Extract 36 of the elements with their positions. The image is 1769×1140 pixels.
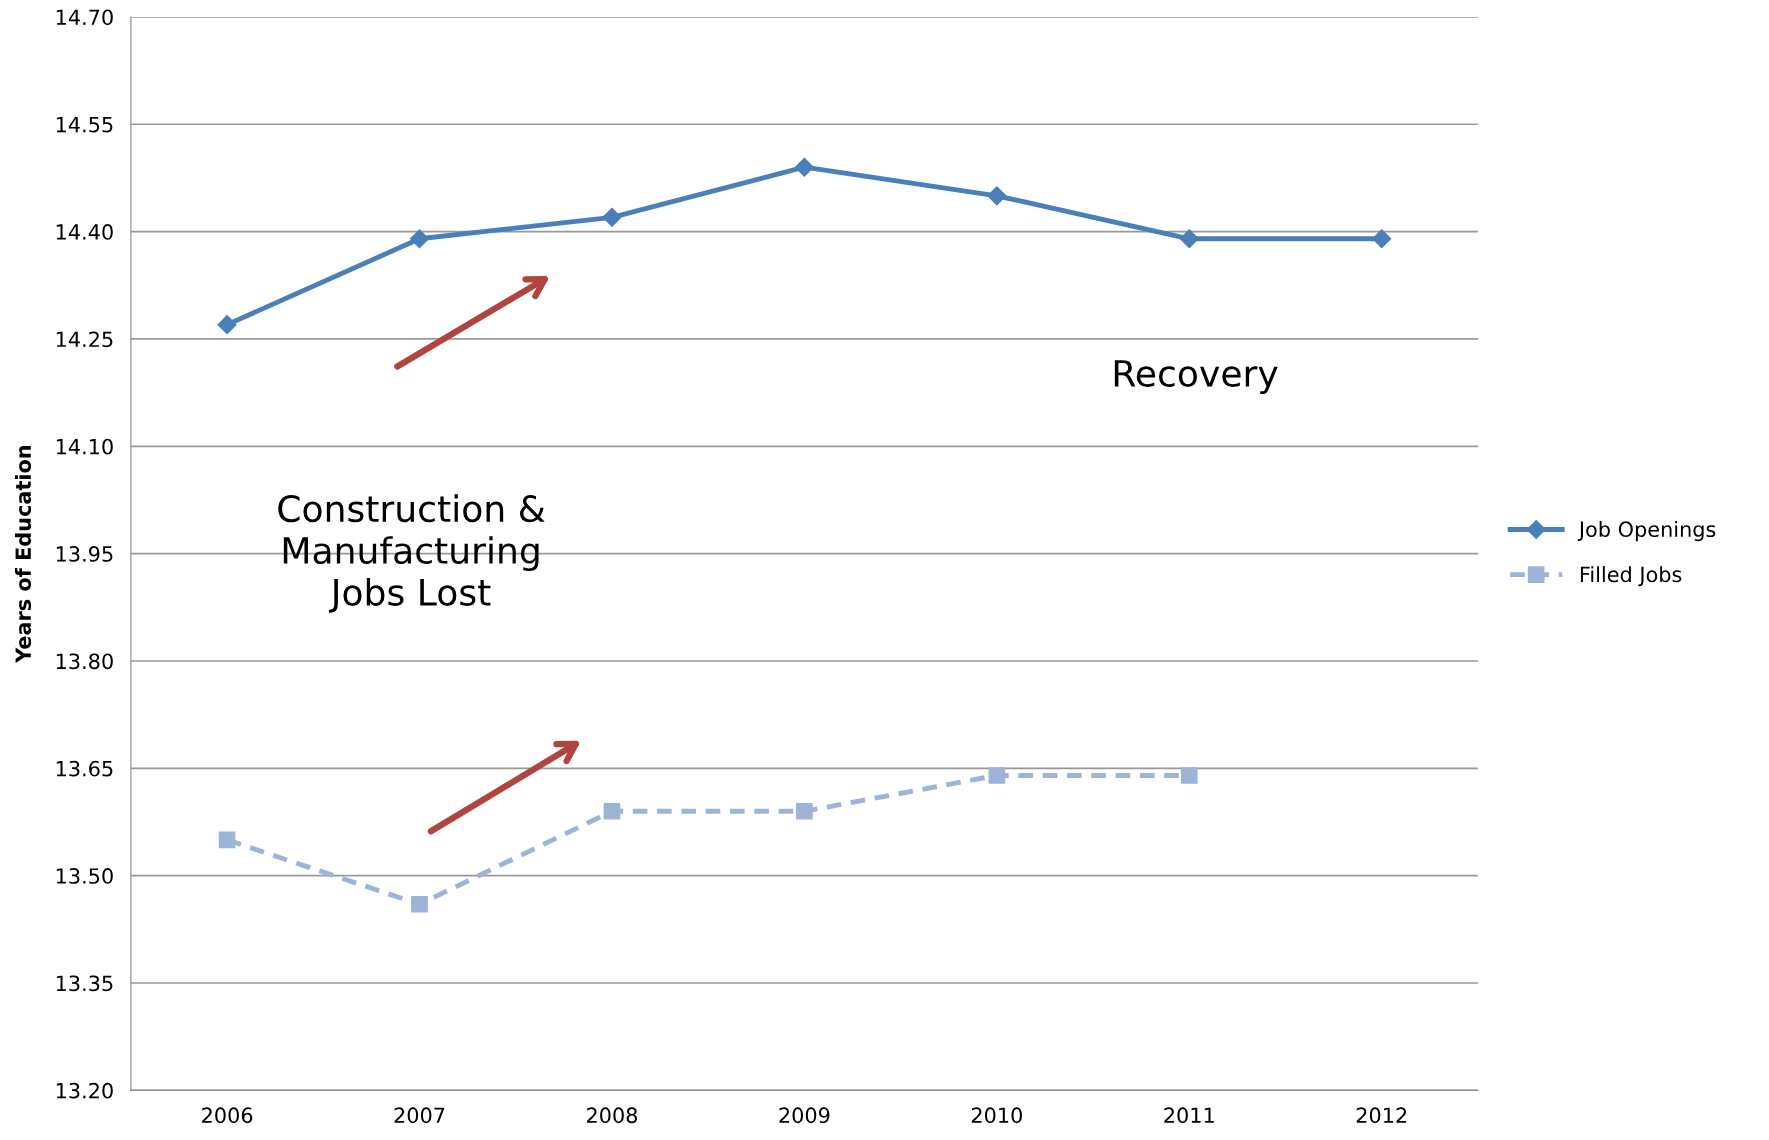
x-tick-label: 2009 xyxy=(779,1107,830,1124)
y-tick-label: 13.35 xyxy=(56,975,113,992)
point xyxy=(411,895,428,913)
x-tick-label: 2011 xyxy=(1164,1107,1214,1124)
y-tick-label: 14.10 xyxy=(56,438,113,455)
y-tick-label: 13.50 xyxy=(56,868,113,884)
point xyxy=(218,831,236,849)
point xyxy=(987,186,1007,206)
point xyxy=(1180,767,1198,784)
legend-label: Filled Jobs xyxy=(1580,566,1682,587)
x-tick-label: 2010 xyxy=(971,1107,1022,1124)
y-tick-label: 14.55 xyxy=(56,117,113,133)
y-axis-title: Years of Education xyxy=(14,445,32,664)
y-tick-label: 13.65 xyxy=(56,760,113,777)
y-tick-label: 13.20 xyxy=(56,1082,113,1099)
annotation: Construction & Manufacturing Jobs Lost xyxy=(278,494,545,613)
point xyxy=(602,207,622,227)
point xyxy=(1179,229,1199,249)
y-tick-label: 14.40 xyxy=(56,224,113,240)
x-tick-label: 2006 xyxy=(202,1107,253,1124)
point xyxy=(1372,229,1392,249)
y-tick-label: 14.25 xyxy=(56,331,113,348)
y-tick-label: 13.95 xyxy=(56,546,113,562)
annotation: Recovery xyxy=(1114,360,1278,394)
x-tick-label: 2012 xyxy=(1356,1107,1407,1124)
y-tick-label: 13.80 xyxy=(56,653,113,670)
point xyxy=(988,767,1006,784)
y-tick-label: 14.70 xyxy=(56,9,113,26)
point xyxy=(794,157,814,177)
point xyxy=(217,315,237,335)
x-tick-label: 2007 xyxy=(394,1107,445,1124)
legend-label: Job Openings xyxy=(1577,520,1716,542)
point xyxy=(409,229,430,249)
point xyxy=(603,802,621,820)
point xyxy=(796,802,813,820)
x-tick-label: 2008 xyxy=(586,1107,638,1124)
